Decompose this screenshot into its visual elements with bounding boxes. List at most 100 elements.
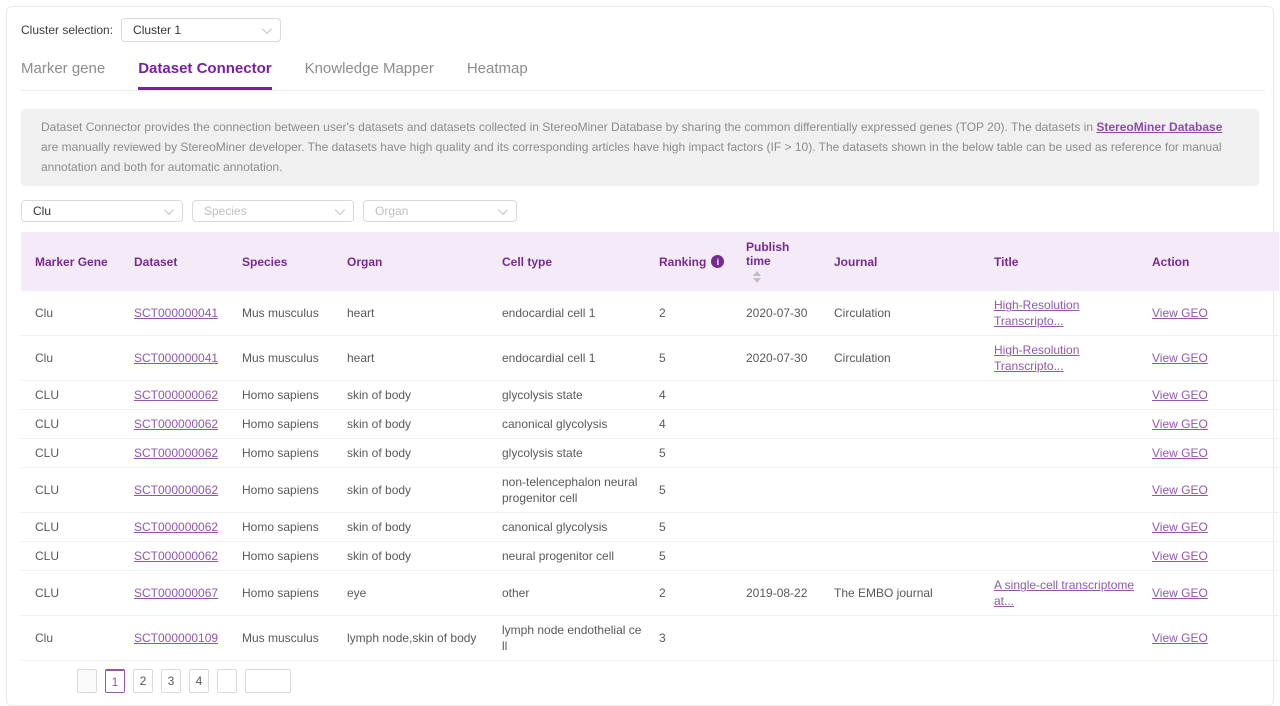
table-row: CLU SCT000000062 Homo sapiens skin of body c… bbox=[21, 512, 1279, 543]
organ-cell-container: skin of body bbox=[333, 512, 488, 543]
dataset-link-container: SCT000000062 bbox=[120, 541, 228, 572]
tab-dataset-connector[interactable]: Dataset Connector bbox=[138, 56, 272, 90]
marker-gene-filter[interactable]: Clu bbox=[21, 200, 183, 223]
chevron-down-icon bbox=[262, 23, 272, 34]
cell-type-cell-container: lymph node endothelial cell bbox=[488, 615, 645, 662]
cell-type-cell-container: glycolysis state bbox=[488, 438, 645, 469]
cell-type-cell-container: canonical glycolysis bbox=[488, 512, 645, 543]
species-cell-container: Homo sapiens bbox=[228, 438, 333, 469]
organ-filter[interactable]: Organ bbox=[363, 200, 517, 223]
view-geo-link[interactable]: View GEO bbox=[1152, 549, 1208, 564]
publish-time-cell-container bbox=[732, 615, 820, 662]
title-link[interactable]: A single-cell transcriptome at... bbox=[994, 578, 1135, 609]
ranking-cell-container: 4 bbox=[645, 380, 732, 411]
organ-cell-container: skin of body bbox=[333, 380, 488, 411]
pagination-page-1[interactable]: 1 bbox=[105, 669, 125, 694]
pagination-prev-button[interactable] bbox=[77, 669, 97, 694]
view-geo-link[interactable]: View GEO bbox=[1152, 417, 1208, 432]
title-link[interactable]: High-Resolution Transcripto... bbox=[994, 298, 1080, 329]
organ-cell-container: skin of body bbox=[333, 467, 488, 514]
pagination-page-4[interactable]: 4 bbox=[189, 669, 209, 694]
dataset-link[interactable]: SCT000000062 bbox=[134, 520, 219, 535]
ranking-info-icon[interactable]: i bbox=[711, 255, 725, 269]
view-geo-link-container: View GEO bbox=[1138, 409, 1279, 440]
sort-descending-icon bbox=[753, 278, 761, 284]
dataset-link[interactable]: SCT000000109 bbox=[134, 631, 219, 646]
dataset-link[interactable]: SCT000000062 bbox=[134, 483, 219, 498]
organ-cell-container: skin of body bbox=[333, 541, 488, 572]
dataset-link[interactable]: SCT000000041 bbox=[134, 306, 219, 321]
publish-time-cell-container bbox=[732, 467, 820, 514]
dataset-link-container: SCT000000109 bbox=[120, 615, 228, 662]
view-geo-link-container: View GEO bbox=[1138, 615, 1279, 662]
pagination-next-button[interactable] bbox=[217, 669, 237, 694]
publish-time-sorter[interactable] bbox=[753, 271, 817, 284]
pagination-page-2[interactable]: 2 bbox=[133, 669, 153, 694]
organ-cell-container: lymph node,skin of body bbox=[333, 615, 488, 662]
tab-knowledge-mapper[interactable]: Knowledge Mapper bbox=[304, 60, 434, 77]
col-header-action: Action bbox=[1138, 232, 1279, 292]
journal-cell-container bbox=[820, 467, 980, 514]
table-row: Clu SCT000000041 Mus musculus heart endocard… bbox=[21, 335, 1279, 382]
tab-bar: Marker gene Dataset Connector Knowledge Ma… bbox=[21, 56, 1265, 91]
dataset-link[interactable]: SCT000000062 bbox=[134, 417, 219, 432]
stereominer-database-link[interactable]: StereoMiner Database bbox=[1096, 120, 1223, 134]
pagination-page-3[interactable]: 3 bbox=[161, 669, 181, 694]
tab-marker-gene[interactable]: Marker gene bbox=[21, 60, 106, 77]
species-cell-container: Homo sapiens bbox=[228, 409, 333, 440]
organ-cell-container: eye bbox=[333, 570, 488, 617]
publish-time-cell-container bbox=[732, 409, 820, 440]
table-row: CLU SCT000000062 Homo sapiens skin of body n… bbox=[21, 541, 1279, 572]
species-filter[interactable]: Species bbox=[192, 200, 354, 223]
species-cell-container: Mus musculus bbox=[228, 291, 333, 337]
dataset-link-container: SCT000000062 bbox=[120, 380, 228, 411]
publish-time-cell-container bbox=[732, 380, 820, 411]
cluster-select[interactable]: Cluster 1 bbox=[121, 18, 282, 42]
marker-gene-filter-value: Clu bbox=[33, 204, 52, 219]
marker-gene-cell-container: CLU bbox=[21, 467, 120, 514]
ranking-cell-container: 5 bbox=[645, 335, 732, 382]
ranking-cell-container: 2 bbox=[645, 291, 732, 337]
title-link-container: High-Resolution Transcripto... bbox=[980, 291, 1138, 337]
col-header-species: Species bbox=[228, 232, 333, 292]
table-row: CLU SCT000000062 Homo sapiens skin of body g… bbox=[21, 438, 1279, 469]
publish-time-cell-container: 2020-07-30 bbox=[732, 291, 820, 337]
dataset-link[interactable]: SCT000000062 bbox=[134, 446, 219, 461]
tab-heatmap[interactable]: Heatmap bbox=[466, 60, 528, 77]
view-geo-link[interactable]: View GEO bbox=[1152, 306, 1208, 321]
view-geo-link[interactable]: View GEO bbox=[1152, 446, 1208, 461]
cluster-selection-label: Cluster selection: bbox=[21, 23, 114, 37]
journal-cell-container bbox=[820, 615, 980, 662]
pagination-page-size-select[interactable] bbox=[245, 669, 291, 694]
marker-gene-cell-container: CLU bbox=[21, 512, 120, 543]
dataset-link-container: SCT000000062 bbox=[120, 438, 228, 469]
view-geo-link[interactable]: View GEO bbox=[1152, 483, 1208, 498]
view-geo-link[interactable]: View GEO bbox=[1152, 631, 1208, 646]
ranking-cell-container: 5 bbox=[645, 541, 732, 572]
view-geo-link-container: View GEO bbox=[1138, 570, 1279, 617]
marker-gene-cell-container: Clu bbox=[21, 291, 120, 337]
view-geo-link-container: View GEO bbox=[1138, 291, 1279, 337]
chevron-down-icon bbox=[497, 205, 508, 215]
title-link[interactable]: High-Resolution Transcripto... bbox=[994, 343, 1080, 374]
view-geo-link[interactable]: View GEO bbox=[1152, 351, 1208, 366]
view-geo-link[interactable]: View GEO bbox=[1152, 520, 1208, 535]
dataset-link[interactable]: SCT000000062 bbox=[134, 549, 219, 564]
dataset-link[interactable]: SCT000000062 bbox=[134, 388, 219, 403]
species-cell-container: Homo sapiens bbox=[228, 467, 333, 514]
journal-cell-container bbox=[820, 438, 980, 469]
info-banner-text-after: are manually reviewed by StereoMiner dev… bbox=[41, 139, 1222, 174]
marker-gene-cell-container: CLU bbox=[21, 570, 120, 617]
view-geo-link-container: View GEO bbox=[1138, 335, 1279, 382]
view-geo-link[interactable]: View GEO bbox=[1152, 586, 1208, 601]
col-header-organ: Organ bbox=[333, 232, 488, 292]
title-link-container bbox=[980, 512, 1138, 543]
col-header-cell-type: Cell type bbox=[488, 232, 645, 292]
dataset-link-container: SCT000000067 bbox=[120, 570, 228, 617]
dataset-link[interactable]: SCT000000041 bbox=[134, 351, 219, 366]
species-cell-container: Mus musculus bbox=[228, 335, 333, 382]
table-row: CLU SCT000000062 Homo sapiens skin of body g… bbox=[21, 380, 1279, 411]
ranking-cell-container: 2 bbox=[645, 570, 732, 617]
view-geo-link[interactable]: View GEO bbox=[1152, 388, 1208, 403]
dataset-link[interactable]: SCT000000067 bbox=[134, 586, 219, 601]
